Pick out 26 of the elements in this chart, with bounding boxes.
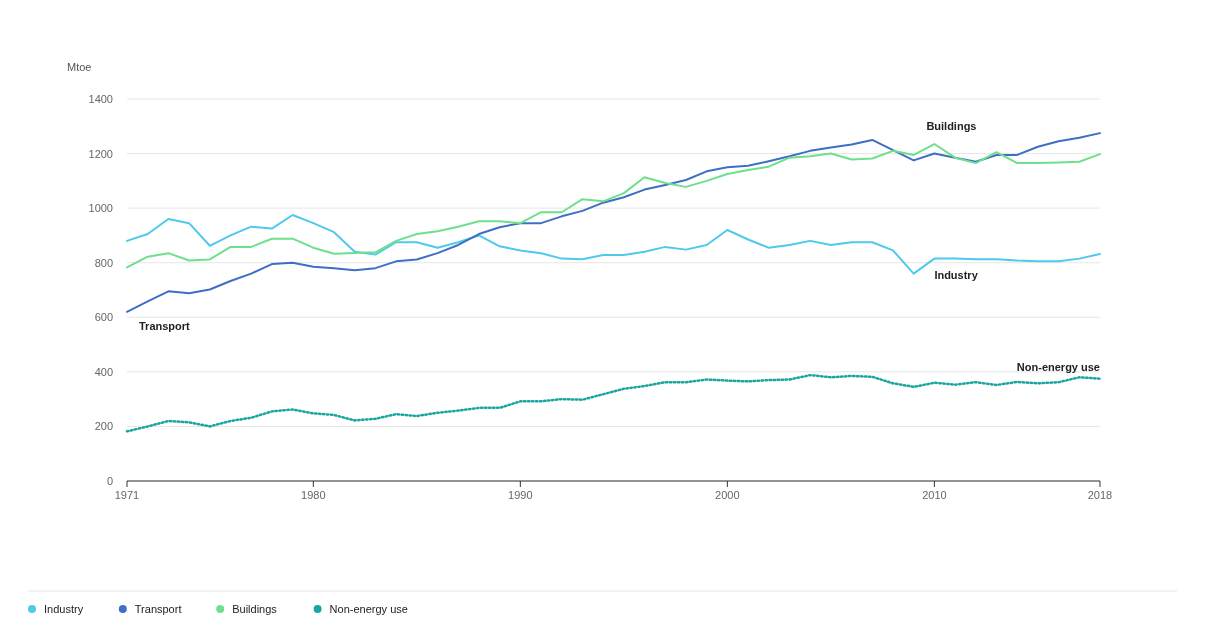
line-series xyxy=(125,373,1102,433)
line-series xyxy=(126,132,1101,313)
x-tick-label: 2000 xyxy=(715,489,740,501)
y-tick-label: 0 xyxy=(106,475,113,487)
y-tick-label: 1200 xyxy=(88,147,113,160)
x-tick-label: 2018 xyxy=(1087,489,1113,501)
line-series xyxy=(126,143,1101,269)
y-axis-title: Mtoe xyxy=(67,61,92,73)
text: Buildings xyxy=(926,120,977,133)
text: Transport xyxy=(139,319,190,332)
text: Industry xyxy=(934,268,978,281)
y-tick-label: 800 xyxy=(94,256,113,269)
text: Non-energy use xyxy=(1016,360,1100,373)
legend-label: Non-energy use xyxy=(329,603,408,615)
x-tick-label: 1971 xyxy=(114,489,140,501)
x-tick-label: 1990 xyxy=(508,489,533,501)
x-tick-label: 1980 xyxy=(301,489,326,501)
y-tick-label: 600 xyxy=(94,311,113,324)
x-tick-label: 2010 xyxy=(922,489,947,501)
legend-label: Industry xyxy=(44,603,84,615)
legend-label: Transport xyxy=(134,603,182,615)
legend-label: Buildings xyxy=(232,603,278,615)
y-tick-label: 400 xyxy=(94,365,113,378)
y-tick-label: 1000 xyxy=(88,202,113,215)
y-tick-label: 200 xyxy=(94,420,113,433)
y-tick-label: 1400 xyxy=(88,93,113,105)
